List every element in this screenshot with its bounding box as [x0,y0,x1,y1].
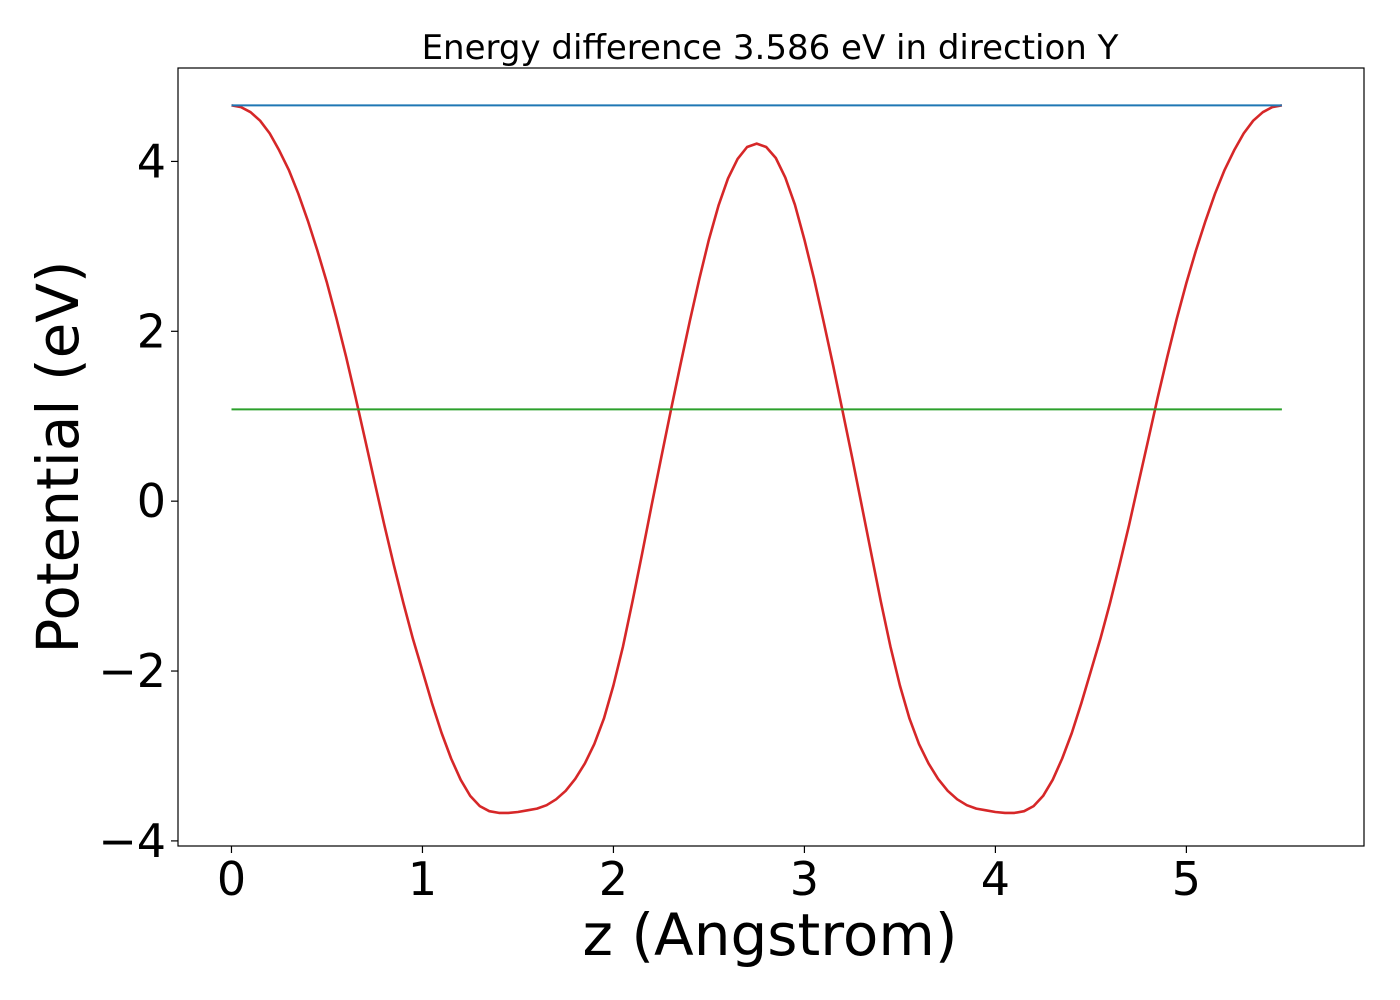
y-tick-label: 2 [137,304,166,358]
x-tick-label: 4 [981,852,1010,906]
x-axis-label: z (Angstrom) [583,901,958,969]
x-tick-label: 3 [790,852,819,906]
axes-frame [177,67,1365,847]
x-tick-label: 0 [217,852,246,906]
x-tick-label: 5 [1172,852,1201,906]
y-tick-label: 4 [137,134,166,188]
y-axis-label: Potential (eV) [24,260,92,653]
x-axis: 0 1 2 3 4 5 [217,846,1201,906]
y-axis: −4 −2 0 2 4 [98,134,178,868]
x-tick-label: 1 [408,852,437,906]
y-tick-label: −2 [98,644,166,698]
y-tick-label: 0 [137,474,166,528]
chart-title: Energy difference 3.586 eV in direction … [422,28,1119,68]
x-tick-label: 2 [599,852,628,906]
plot-area [231,104,1283,815]
y-tick-label: −4 [98,814,166,868]
potential-line [231,104,1283,815]
